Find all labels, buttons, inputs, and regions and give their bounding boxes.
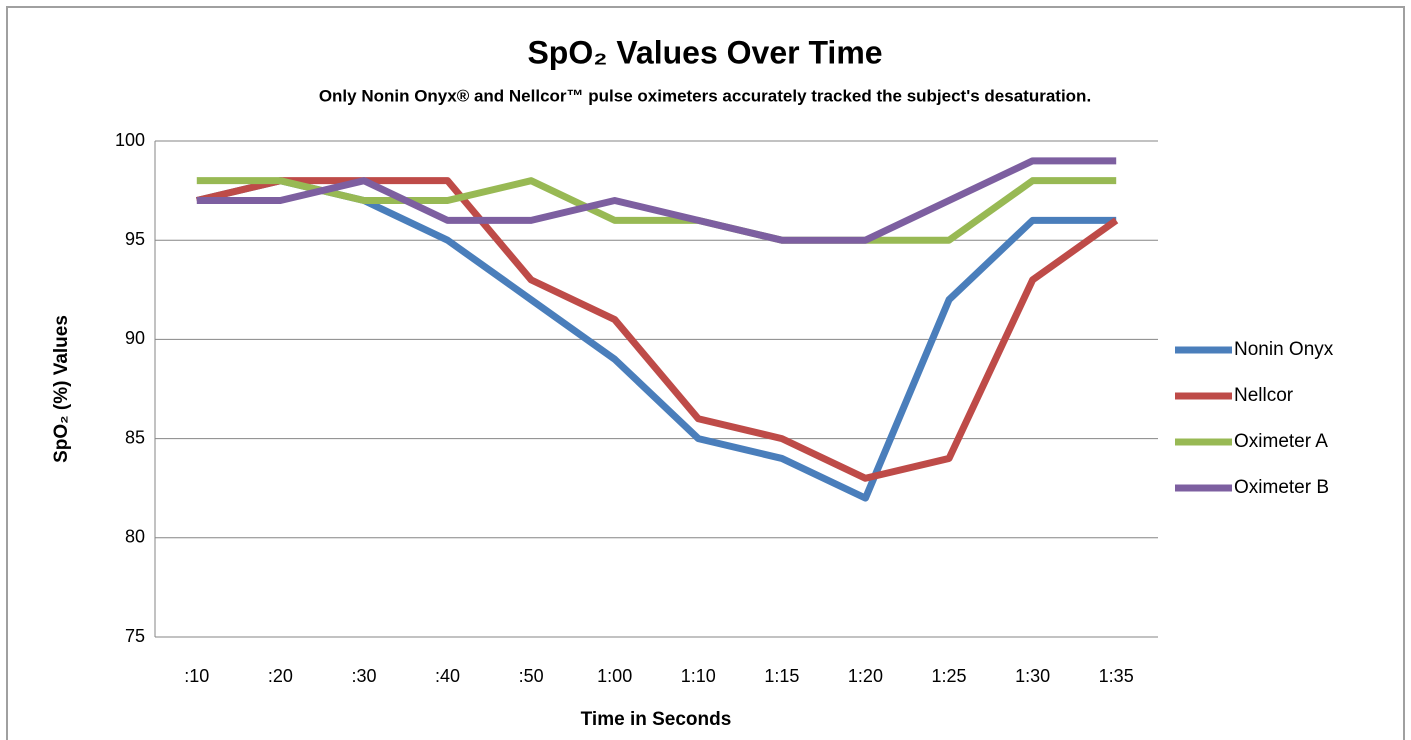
chart-frame	[6, 6, 1405, 740]
x-tick-label: :30	[351, 666, 376, 686]
x-tick-label: 1:35	[1099, 666, 1134, 686]
x-tick-label: 1:30	[1015, 666, 1050, 686]
y-tick-label: 90	[125, 328, 145, 348]
y-tick-label: 80	[125, 527, 145, 547]
x-tick-label: 1:25	[932, 666, 967, 686]
y-axis-label: SpO₂ (%) Values	[51, 315, 72, 463]
legend-label: Nellcor	[1234, 385, 1294, 406]
legend-label: Oximeter A	[1234, 431, 1328, 452]
series-line	[196, 157, 1117, 244]
legend-label: Oximeter B	[1234, 477, 1329, 498]
x-tick-label: :20	[268, 666, 293, 686]
chart-subtitle: Only Nonin Onyx® and Nellcor™ pulse oxim…	[319, 86, 1091, 105]
x-axis-label: Time in Seconds	[581, 709, 732, 730]
y-tick-label: 100	[115, 130, 145, 150]
x-tick-label: :50	[519, 666, 544, 686]
chart-title: SpO₂ Values Over Time	[527, 34, 882, 70]
x-tick-label: 1:10	[681, 666, 716, 686]
legend-label: Nonin Onyx	[1234, 339, 1334, 360]
x-tick-label: 1:20	[848, 666, 883, 686]
y-tick-label: 85	[125, 427, 145, 447]
y-tick-label: 95	[125, 229, 145, 249]
x-tick-label: :40	[435, 666, 460, 686]
y-tick-label: 75	[125, 626, 145, 646]
x-tick-label: :10	[184, 666, 209, 686]
x-tick-label: 1:15	[764, 666, 799, 686]
x-tick-label: 1:00	[597, 666, 632, 686]
series-line	[196, 177, 1117, 244]
